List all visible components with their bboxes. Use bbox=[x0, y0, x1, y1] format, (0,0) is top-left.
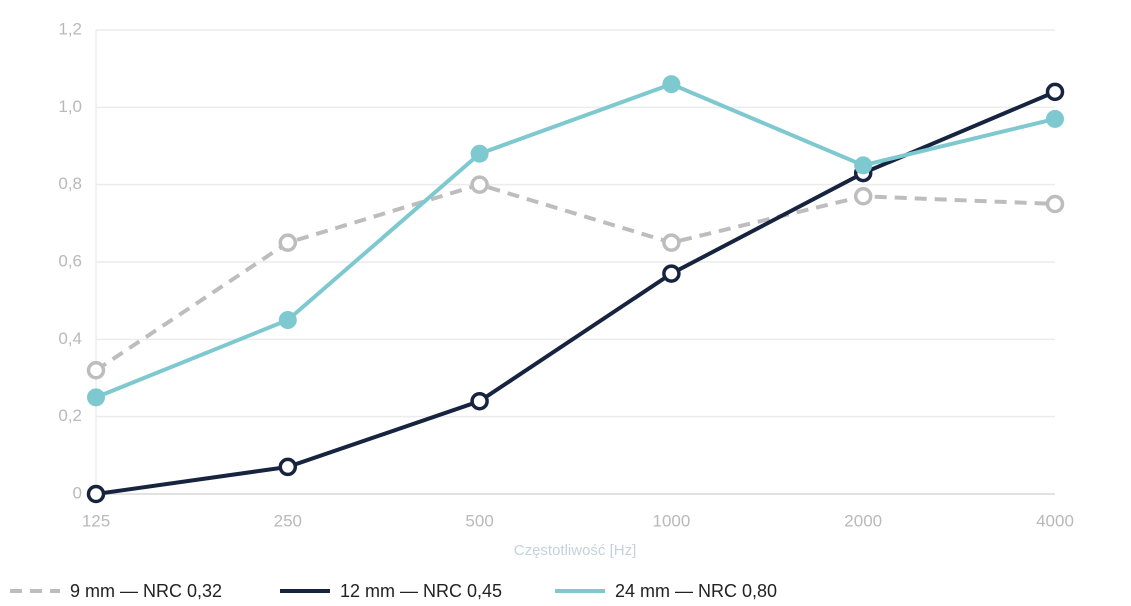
point bbox=[1046, 109, 1064, 128]
legend-label: 24 mm — NRC 0,80 bbox=[615, 581, 777, 601]
point bbox=[278, 457, 298, 477]
legend-label: 12 mm — NRC 0,45 bbox=[340, 581, 502, 601]
y-tick-label: 1,2 bbox=[58, 19, 82, 38]
point bbox=[662, 75, 681, 94]
x-tick-label: 125 bbox=[82, 511, 110, 530]
point bbox=[86, 361, 106, 380]
x-tick-label: 1000 bbox=[652, 511, 690, 530]
point bbox=[278, 233, 298, 252]
point bbox=[1045, 194, 1065, 214]
series-line bbox=[94, 182, 1056, 372]
point bbox=[86, 484, 106, 504]
x-axis-label: Częstotliwość [Hz] bbox=[514, 542, 637, 559]
point bbox=[470, 144, 489, 163]
y-tick-label: 0,4 bbox=[58, 329, 82, 348]
x-tick-label: 4000 bbox=[1036, 511, 1074, 530]
y-tick-label: 0,6 bbox=[58, 251, 82, 270]
legend-label: 9 mm — NRC 0,32 bbox=[70, 581, 222, 601]
point bbox=[470, 175, 489, 194]
point bbox=[662, 264, 681, 283]
x-tick-label: 250 bbox=[274, 511, 302, 530]
point bbox=[854, 156, 873, 175]
point bbox=[853, 187, 873, 206]
y-tick-label: 0,8 bbox=[58, 174, 82, 193]
x-tick-label: 2000 bbox=[844, 511, 882, 530]
point bbox=[1045, 82, 1065, 102]
series-line bbox=[95, 81, 1056, 400]
y-tick-label: 1,0 bbox=[58, 97, 82, 116]
x-tick-label: 500 bbox=[465, 511, 493, 530]
point bbox=[87, 388, 105, 407]
y-tick-label: 0,2 bbox=[58, 406, 82, 425]
point bbox=[470, 391, 489, 411]
point bbox=[662, 233, 681, 252]
point bbox=[278, 311, 297, 329]
y-tick-label: 0 bbox=[73, 483, 82, 502]
